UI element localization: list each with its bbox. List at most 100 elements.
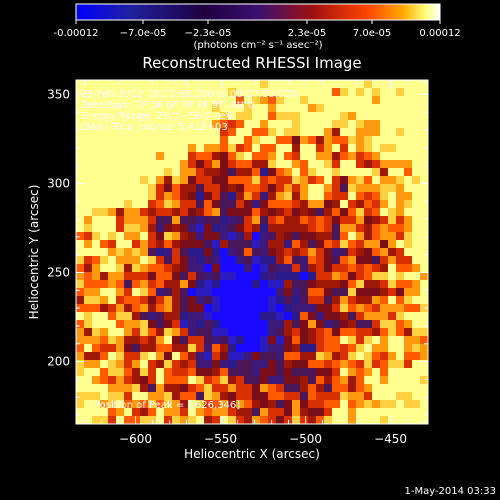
- heatmap-cell: [372, 392, 380, 400]
- y-tick-label: 250: [47, 265, 70, 279]
- heatmap-cell: [356, 136, 364, 144]
- heatmap-cell: [388, 120, 396, 128]
- heatmap-cell: [396, 208, 404, 216]
- heatmap-cell: [324, 280, 332, 288]
- heatmap-cell: [388, 128, 396, 136]
- heatmap-cell: [340, 344, 348, 352]
- heatmap-cell: [388, 176, 396, 184]
- peak-position-label: Position of Peak = [-626,346]: [94, 400, 240, 411]
- heatmap-cell: [172, 136, 180, 144]
- heatmap-cell: [300, 320, 308, 328]
- heatmap-cell: [404, 304, 412, 312]
- heatmap-cell: [380, 200, 388, 208]
- heatmap-cell: [188, 376, 196, 384]
- heatmap-cell: [84, 144, 92, 152]
- heatmap-cell: [156, 416, 164, 424]
- heatmap-cell: [268, 368, 276, 376]
- heatmap-cell: [108, 384, 116, 392]
- heatmap-cell: [124, 184, 132, 192]
- heatmap-cell: [348, 88, 356, 96]
- heatmap-cell: [164, 280, 172, 288]
- heatmap-cell: [420, 120, 428, 128]
- heatmap-cell: [308, 216, 316, 224]
- heatmap-cell: [108, 216, 116, 224]
- heatmap-cell: [348, 200, 356, 208]
- heatmap-cell: [372, 224, 380, 232]
- heatmap-cell: [372, 184, 380, 192]
- heatmap-cell: [156, 296, 164, 304]
- heatmap-cell: [180, 408, 188, 416]
- heatmap-cell: [332, 112, 340, 120]
- heatmap-cell: [196, 352, 204, 360]
- heatmap-cell: [260, 184, 268, 192]
- heatmap-cell: [420, 408, 428, 416]
- heatmap-cell: [196, 272, 204, 280]
- heatmap-cell: [116, 168, 124, 176]
- heatmap-cell: [388, 152, 396, 160]
- heatmap-cell: [412, 352, 420, 360]
- heatmap-cell: [300, 288, 308, 296]
- heatmap-cell: [140, 400, 148, 408]
- heatmap-cell: [148, 416, 156, 424]
- heatmap-cell: [76, 120, 84, 128]
- heatmap-cell: [356, 320, 364, 328]
- heatmap-cell: [100, 360, 108, 368]
- heatmap-cell: [348, 120, 356, 128]
- heatmap-cell: [76, 384, 84, 392]
- heatmap-cell: [404, 368, 412, 376]
- heatmap-cell: [252, 400, 260, 408]
- heatmap-cell: [236, 328, 244, 336]
- heatmap-cell: [116, 176, 124, 184]
- heatmap-cell: [116, 320, 124, 328]
- heatmap-cell: [308, 160, 316, 168]
- heatmap-cell: [212, 200, 220, 208]
- heatmap-cell: [276, 264, 284, 272]
- heatmap-cell: [76, 224, 84, 232]
- heatmap-cell: [316, 232, 324, 240]
- heatmap-cell: [116, 408, 124, 416]
- heatmap-cell: [332, 104, 340, 112]
- heatmap-cell: [244, 176, 252, 184]
- heatmap-cell: [220, 280, 228, 288]
- heatmap-cell: [260, 336, 268, 344]
- heatmap-cell: [156, 112, 164, 120]
- heatmap-cell: [308, 120, 316, 128]
- heatmap-cell: [324, 376, 332, 384]
- heatmap-cell: [252, 224, 260, 232]
- heatmap-cell: [212, 152, 220, 160]
- heatmap-cell: [316, 184, 324, 192]
- heatmap-cell: [244, 160, 252, 168]
- heatmap-cell: [292, 216, 300, 224]
- heatmap-cell: [260, 128, 268, 136]
- heatmap-cell: [84, 176, 92, 184]
- heatmap-cell: [108, 272, 116, 280]
- heatmap-cell: [412, 416, 420, 424]
- heatmap-cell: [356, 192, 364, 200]
- heatmap-cell: [332, 144, 340, 152]
- heatmap-cell: [412, 168, 420, 176]
- heatmap-cell: [396, 168, 404, 176]
- heatmap-cell: [300, 360, 308, 368]
- heatmap-cell: [188, 320, 196, 328]
- heatmap-cell: [204, 408, 212, 416]
- heatmap-cell: [100, 336, 108, 344]
- heatmap-cell: [340, 248, 348, 256]
- heatmap-cell: [148, 160, 156, 168]
- heatmap-cell: [260, 240, 268, 248]
- heatmap-cell: [268, 232, 276, 240]
- heatmap-cell: [348, 360, 356, 368]
- heatmap-cell: [340, 112, 348, 120]
- heatmap-cell: [356, 248, 364, 256]
- heatmap-cell: [156, 80, 164, 88]
- heatmap-cell: [76, 272, 84, 280]
- heatmap-cell: [92, 352, 100, 360]
- heatmap-cell: [236, 216, 244, 224]
- heatmap-cell: [244, 168, 252, 176]
- heatmap-cell: [308, 376, 316, 384]
- heatmap-cell: [228, 288, 236, 296]
- heatmap-cell: [404, 112, 412, 120]
- heatmap-cell: [84, 352, 92, 360]
- heatmap-cell: [132, 152, 140, 160]
- heatmap-cell: [116, 248, 124, 256]
- heatmap-cell: [260, 192, 268, 200]
